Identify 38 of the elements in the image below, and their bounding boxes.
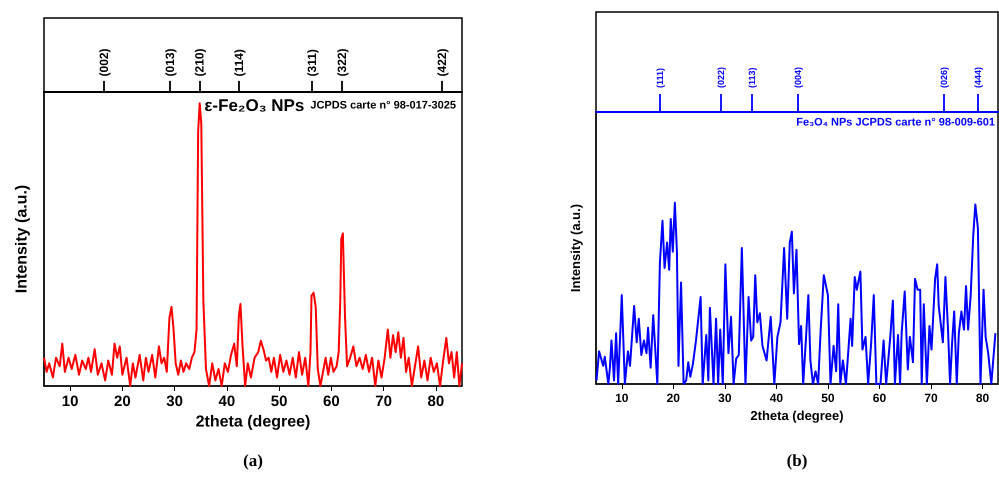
x-tick-label: 70: [375, 393, 392, 410]
annotation: (013): [162, 48, 177, 76]
annotation: (311): [305, 49, 320, 76]
y-axis-title: Intensity (a.u.): [568, 204, 583, 292]
x-tick-label: 20: [666, 391, 680, 405]
annotation: (113): [747, 67, 758, 88]
x-tick-label: 10: [62, 393, 78, 410]
x-tick-label: 40: [770, 391, 784, 405]
x-tick-label: 80: [976, 391, 990, 405]
annotation: (444): [972, 66, 983, 88]
x-tick-label: 60: [872, 391, 886, 405]
annotation: (322): [334, 48, 349, 76]
annotation: (022): [716, 66, 726, 88]
annotation: (210): [192, 48, 207, 76]
x-tick-label: 70: [924, 391, 938, 405]
annotation: (002): [97, 48, 112, 76]
text: Fe₃O₄ NPs JCPDS carte n° 98-009-601: [796, 116, 996, 128]
x-tick-label: 20: [114, 393, 131, 410]
x-tick-label: 60: [323, 393, 340, 410]
x-tick-label: 30: [166, 393, 183, 410]
x-axis-title: 2theta (degree): [196, 413, 310, 430]
annotation: (004): [793, 66, 804, 88]
x-tick-label: 40: [218, 393, 236, 410]
x-tick-label: 50: [821, 391, 835, 405]
text: (b): [786, 451, 808, 470]
annotation: ε-Fe₂O₃ NPs: [204, 96, 304, 115]
annotation: (422): [435, 48, 450, 76]
y-axis-title: Intensity (a.u.): [14, 184, 30, 294]
text: (a): [243, 451, 263, 470]
annotation: JCPDS carte n° 98-017-3025: [310, 100, 456, 112]
annotation: (114): [232, 49, 246, 76]
x-tick-label: 50: [270, 393, 288, 410]
annotation: (111): [654, 68, 665, 88]
x-axis-title: 2theta (degree): [750, 408, 844, 423]
x-tick-label: 30: [718, 391, 732, 405]
x-tick-label: 80: [428, 393, 444, 410]
x-tick-label: 10: [615, 391, 629, 405]
annotation: (026): [938, 66, 949, 88]
